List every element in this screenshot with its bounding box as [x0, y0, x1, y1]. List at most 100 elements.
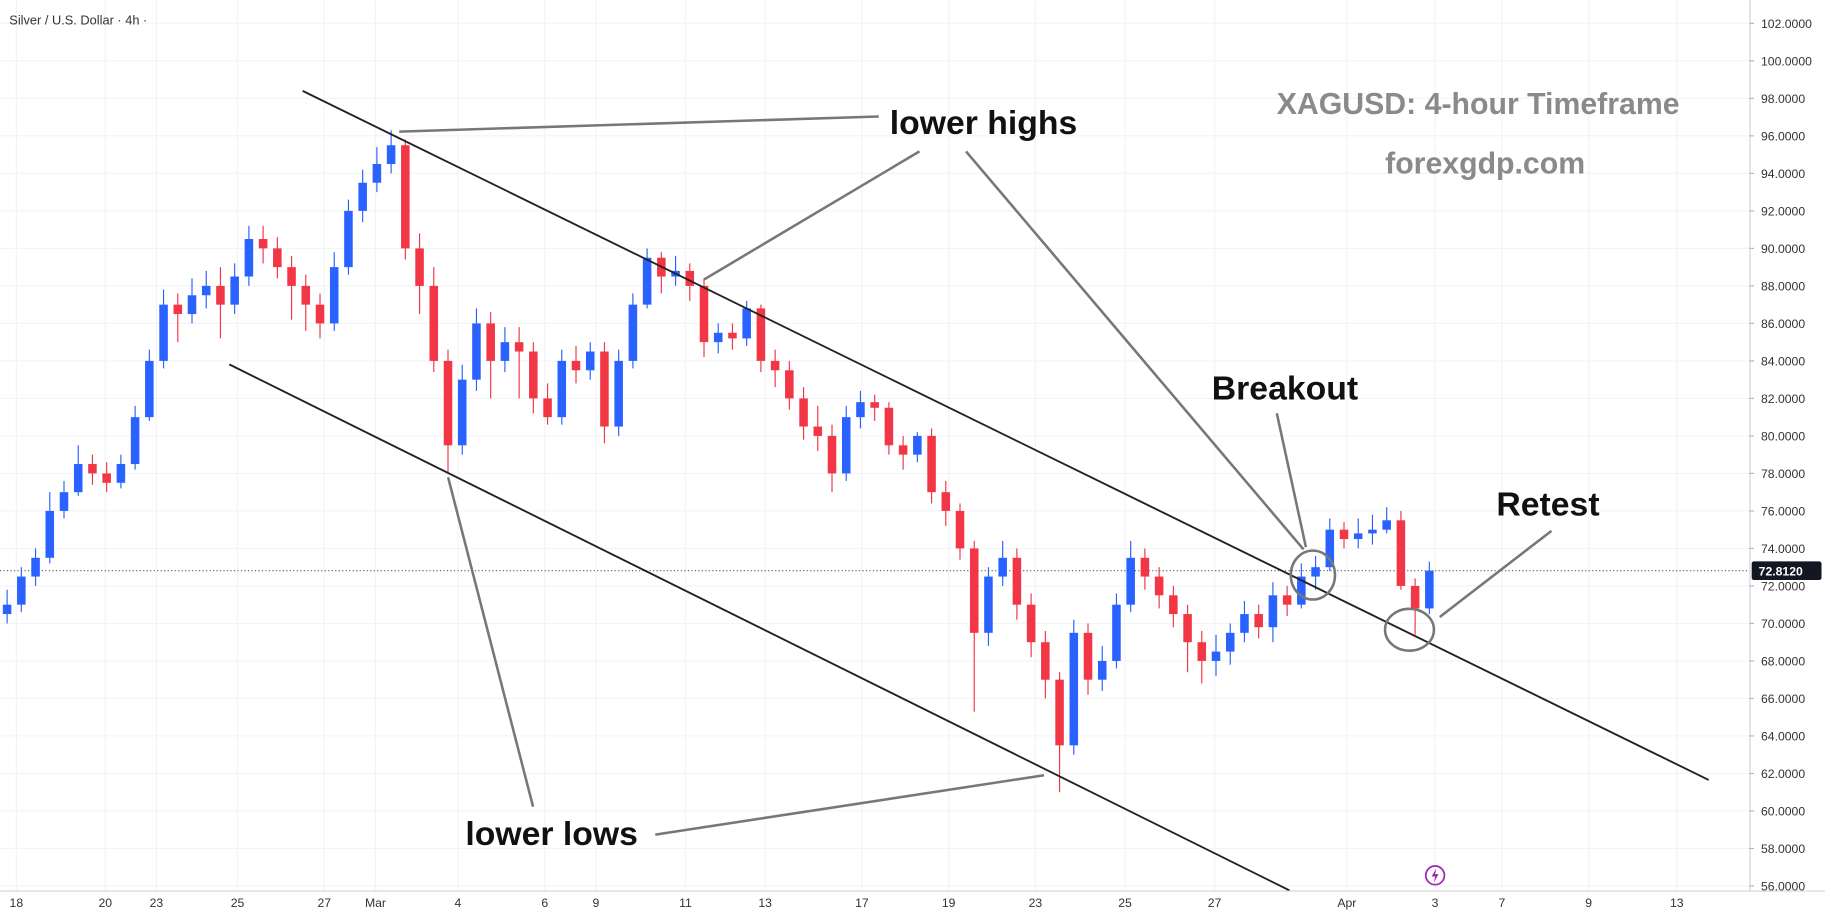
- x-tick-label: Apr: [1337, 896, 1356, 910]
- candle-body: [841, 417, 851, 474]
- candle-body: [386, 145, 396, 164]
- candle-body: [329, 267, 339, 324]
- pointer-line: [1275, 413, 1308, 548]
- candle-body: [728, 332, 737, 339]
- pointer-line: [703, 150, 921, 281]
- candle-body: [443, 360, 453, 446]
- candle-body: [315, 304, 325, 324]
- x-tick-label: 27: [317, 896, 331, 910]
- x-tick-label: 27: [1208, 896, 1222, 910]
- annotation: lower lows: [465, 815, 638, 853]
- candle-body: [1083, 632, 1093, 680]
- y-tick-label: 70.0000: [1761, 617, 1805, 631]
- lower-trendline: [228, 363, 1291, 892]
- candle-body: [500, 342, 510, 361]
- candle-body: [614, 360, 623, 427]
- candle-body: [1240, 614, 1249, 633]
- upper-trendline: [302, 90, 1710, 781]
- y-tick-label: 100.0000: [1761, 55, 1812, 69]
- candle-body: [287, 267, 296, 286]
- y-tick-label: 80.0000: [1761, 430, 1805, 444]
- watermark-title: XAGUSD: 4-hour Timeframe: [1277, 88, 1680, 121]
- pointer-line: [1438, 529, 1553, 618]
- y-tick-label: 98.0000: [1761, 92, 1805, 106]
- candle-body: [785, 370, 794, 399]
- x-tick-label: 11: [679, 896, 692, 910]
- y-tick-label: 90.0000: [1761, 242, 1805, 256]
- candle-body: [159, 304, 168, 361]
- annotation: lower highs: [890, 104, 1078, 142]
- candle-body: [88, 464, 97, 474]
- candle-body: [401, 145, 410, 249]
- candle-body: [870, 402, 879, 408]
- candle-body: [301, 285, 311, 305]
- y-tick-label: 82.0000: [1761, 392, 1805, 406]
- candle-body: [685, 270, 695, 286]
- x-tick-label: 20: [98, 896, 112, 910]
- candle-body: [17, 576, 26, 605]
- candle-body: [102, 473, 111, 483]
- y-tick-label: 68.0000: [1761, 655, 1805, 669]
- candle-body: [642, 257, 652, 305]
- y-tick-label: 58.0000: [1761, 842, 1805, 856]
- candle-body: [1154, 576, 1164, 596]
- candle-body: [770, 360, 780, 371]
- candle-body: [1026, 604, 1036, 643]
- candle-body: [1425, 570, 1434, 609]
- y-tick-label: 56.0000: [1761, 880, 1805, 894]
- candle-body: [969, 548, 979, 633]
- candle-body: [344, 210, 353, 268]
- y-tick-label: 94.0000: [1761, 167, 1805, 181]
- x-tick-label: 13: [1670, 896, 1684, 910]
- candle-body: [415, 248, 424, 286]
- y-tick-label: 84.0000: [1761, 355, 1805, 369]
- candle-body: [1368, 529, 1377, 534]
- x-tick-label: 23: [1029, 896, 1043, 910]
- candle-body: [941, 492, 951, 511]
- candle-body: [799, 398, 808, 427]
- candle-body: [913, 435, 922, 455]
- candle-body: [1254, 614, 1263, 628]
- last-price-label: 72.8120: [1759, 564, 1803, 578]
- candle-body: [258, 239, 268, 249]
- candle-body: [955, 510, 965, 549]
- candle-body: [145, 360, 154, 418]
- last-price-box: [1751, 561, 1822, 581]
- candle-body: [1041, 642, 1050, 680]
- pointer-line: [655, 773, 1045, 836]
- candle-body: [1012, 557, 1022, 605]
- y-tick-label: 78.0000: [1761, 467, 1805, 481]
- y-tick-label: 74.0000: [1761, 542, 1805, 556]
- candle-body: [1069, 632, 1079, 746]
- candle-body: [1225, 632, 1235, 652]
- x-tick-label: 25: [231, 896, 245, 910]
- x-tick-label: 13: [758, 896, 772, 910]
- candle-body: [1396, 520, 1406, 586]
- candle-body: [856, 402, 865, 418]
- candle-body: [244, 239, 254, 277]
- candle-layer: [2, 130, 1434, 793]
- candle-body: [543, 398, 552, 418]
- candle-body: [1097, 660, 1107, 680]
- alert-icon[interactable]: [1424, 865, 1446, 886]
- candle-body: [742, 308, 751, 339]
- retest-circle: [1383, 607, 1436, 652]
- x-tick-label: Mar: [365, 896, 386, 910]
- candle-body: [998, 557, 1007, 577]
- candle-body: [984, 576, 993, 633]
- candle-body: [585, 351, 595, 371]
- y-tick-label: 72.0000: [1761, 580, 1805, 594]
- candle-body: [472, 323, 481, 380]
- y-tick-label: 86.0000: [1761, 317, 1805, 331]
- candle-body: [372, 163, 382, 183]
- candle-body: [1055, 679, 1064, 746]
- candle-body: [2, 604, 12, 615]
- candle-body: [1169, 595, 1178, 615]
- candle-body: [173, 304, 183, 315]
- candle-body: [514, 342, 524, 352]
- candle-body: [73, 464, 83, 493]
- candle-body: [429, 285, 439, 361]
